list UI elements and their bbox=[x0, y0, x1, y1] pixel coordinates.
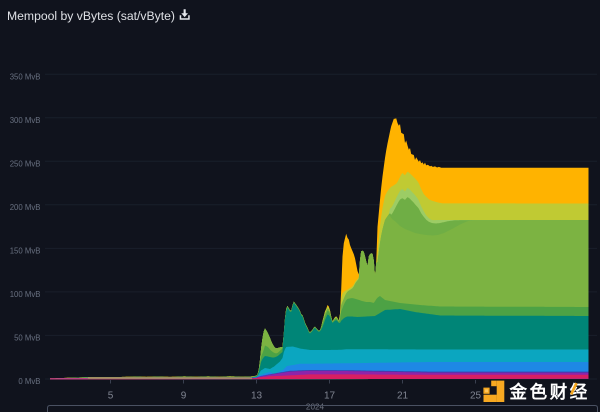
svg-text:150 MvB: 150 MvB bbox=[10, 247, 41, 256]
svg-text:21: 21 bbox=[397, 391, 409, 402]
svg-text:300 MvB: 300 MvB bbox=[10, 116, 41, 125]
svg-text:200 MvB: 200 MvB bbox=[10, 203, 41, 212]
svg-text:100 MvB: 100 MvB bbox=[10, 290, 41, 299]
svg-text:13: 13 bbox=[251, 391, 263, 402]
svg-text:50 MvB: 50 MvB bbox=[14, 334, 40, 343]
svg-text:Mempool by vBytes (sat/vByte): Mempool by vBytes (sat/vByte) bbox=[7, 9, 175, 23]
svg-text:0 MvB: 0 MvB bbox=[18, 377, 40, 386]
svg-text:2024: 2024 bbox=[306, 403, 325, 412]
svg-text:25: 25 bbox=[470, 391, 482, 402]
svg-text:17: 17 bbox=[324, 391, 336, 402]
svg-text:5: 5 bbox=[108, 391, 114, 402]
svg-text:250 MvB: 250 MvB bbox=[10, 159, 41, 168]
svg-text:9: 9 bbox=[181, 391, 187, 402]
svg-text:350 MvB: 350 MvB bbox=[10, 72, 41, 81]
svg-text:金色财经: 金色财经 bbox=[509, 382, 590, 402]
